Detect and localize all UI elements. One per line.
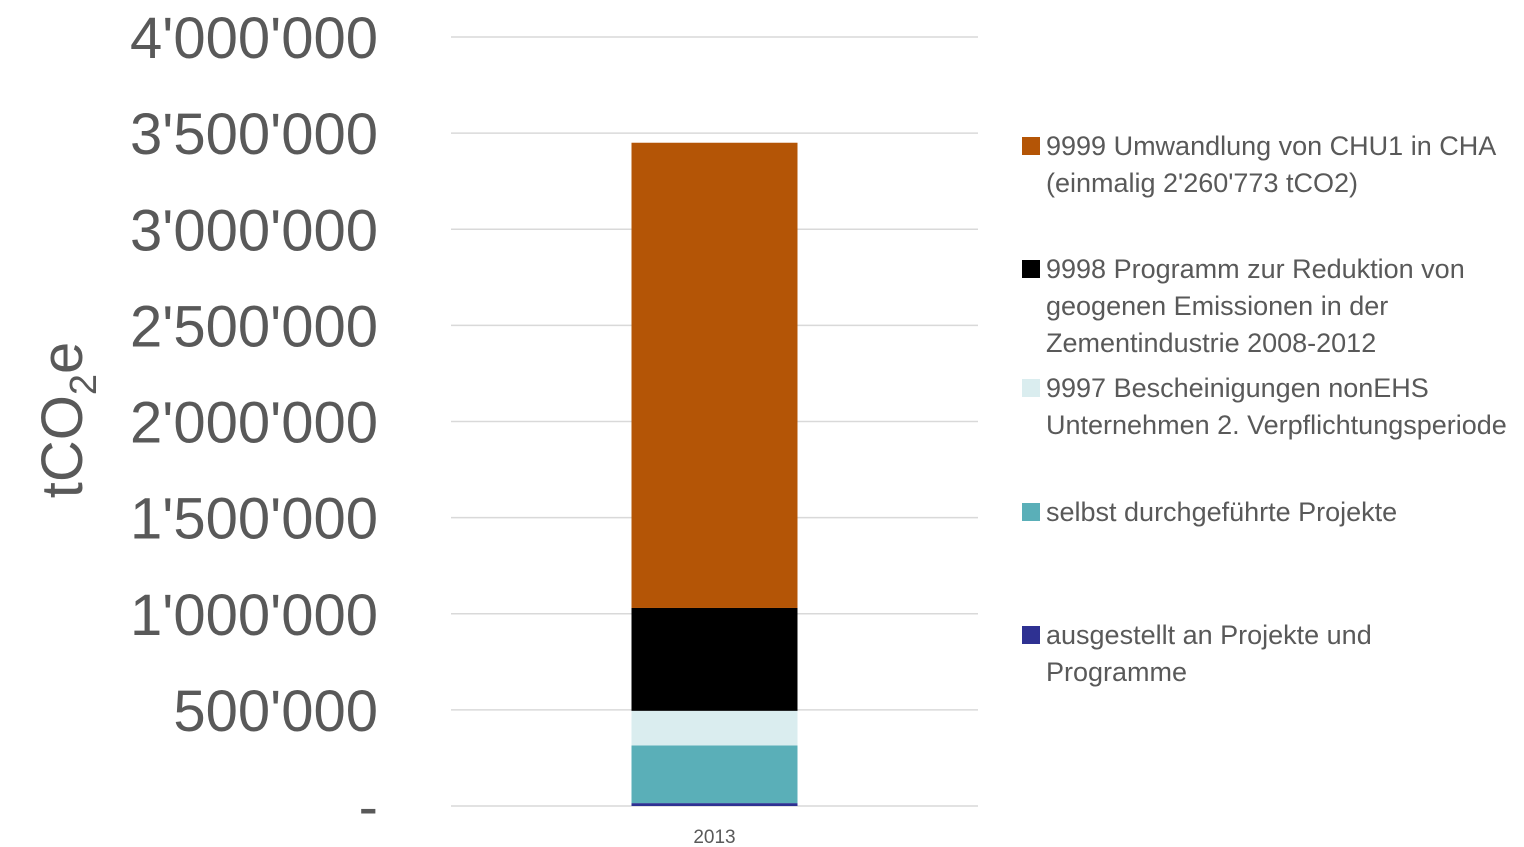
y-tick-label: 500'000 bbox=[173, 679, 378, 744]
legend-label: ausgestellt an Projekte und Programme bbox=[1046, 620, 1372, 687]
bar-segment-series-2 bbox=[631, 710, 798, 746]
legend-label: 9999 Umwandlung von CHU1 in CHA (einmali… bbox=[1046, 131, 1495, 198]
bar-stack bbox=[631, 142, 798, 806]
x-tick-label: 2013 bbox=[693, 827, 735, 847]
legend-label: 9998 Programm zur Reduktion von geogenen… bbox=[1046, 254, 1465, 358]
y-tick-label: - bbox=[359, 775, 378, 840]
y-tick-label: 2'500'000 bbox=[130, 294, 378, 359]
legend-label: selbst durchgeführte Projekte bbox=[1046, 497, 1398, 527]
legend-item: 9999 Umwandlung von CHU1 in CHA (einmali… bbox=[1022, 128, 1516, 202]
bar-segment-series-1 bbox=[631, 745, 798, 804]
y-tick-label: 1'500'000 bbox=[130, 487, 378, 552]
bar-segment-series-3 bbox=[631, 607, 798, 711]
y-axis-ticks: - 500'000 1'000'000 1'500'000 2'000'000 2'500… bbox=[130, 6, 378, 840]
legend-item: selbst durchgeführte Projekte bbox=[1022, 494, 1516, 531]
legend: 9999 Umwandlung von CHU1 in CHA (einmali… bbox=[1022, 0, 1522, 847]
legend-swatch bbox=[1022, 626, 1040, 644]
y-tick-label: 2'000'000 bbox=[130, 391, 378, 456]
x-axis-ticks: 2013 bbox=[693, 827, 735, 847]
legend-swatch bbox=[1022, 503, 1040, 521]
bar-segment-series-0 bbox=[631, 803, 798, 806]
legend-swatch bbox=[1022, 379, 1040, 397]
legend-item: ausgestellt an Projekte und Programme bbox=[1022, 617, 1516, 691]
legend-label: 9997 Bescheinigungen nonEHS Unternehmen … bbox=[1046, 373, 1507, 440]
y-tick-label: 3'000'000 bbox=[130, 198, 378, 263]
legend-item: 9998 Programm zur Reduktion von geogenen… bbox=[1022, 251, 1516, 362]
y-tick-label: 4'000'000 bbox=[130, 6, 378, 71]
y-axis-label: tCO2e bbox=[30, 342, 105, 499]
y-tick-label: 3'500'000 bbox=[130, 102, 378, 167]
bar-segment-series-4 bbox=[631, 142, 798, 608]
legend-swatch bbox=[1022, 260, 1040, 278]
y-tick-label: 1'000'000 bbox=[130, 583, 378, 648]
legend-swatch bbox=[1022, 137, 1040, 155]
legend-item: 9997 Bescheinigungen nonEHS Unternehmen … bbox=[1022, 370, 1516, 444]
